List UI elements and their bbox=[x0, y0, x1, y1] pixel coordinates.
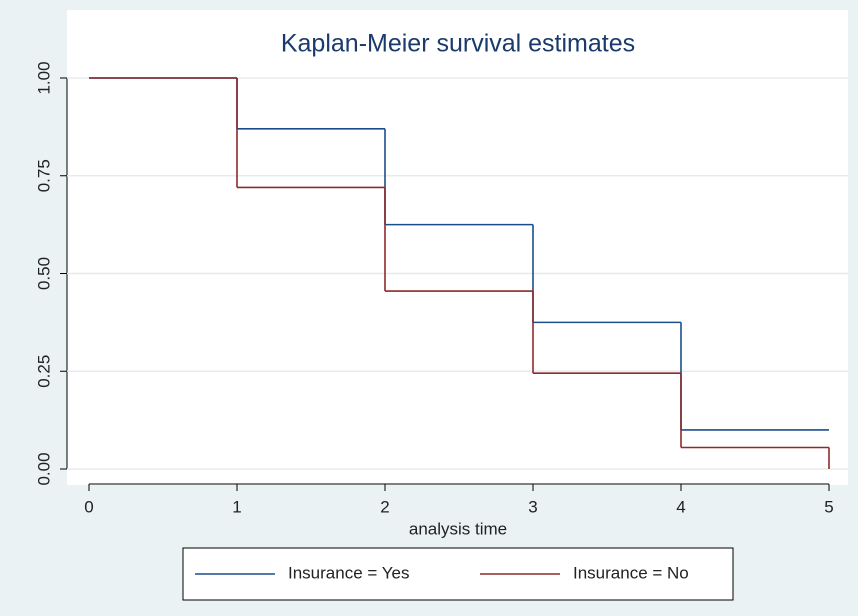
chart-title: Kaplan-Meier survival estimates bbox=[281, 30, 635, 58]
plot-area bbox=[67, 10, 848, 485]
y-tick-label: 0.50 bbox=[34, 257, 53, 290]
y-tick-label: 0.75 bbox=[34, 159, 53, 192]
x-axis-label: analysis time bbox=[409, 519, 507, 538]
x-tick-label: 4 bbox=[676, 497, 685, 516]
x-tick-label: 1 bbox=[232, 497, 241, 516]
x-tick-label: 2 bbox=[380, 497, 389, 516]
legend-label: Insurance = Yes bbox=[288, 563, 409, 582]
x-tick-label: 3 bbox=[528, 497, 537, 516]
y-tick-label: 0.00 bbox=[34, 452, 53, 485]
legend-label: Insurance = No bbox=[573, 563, 689, 582]
x-tick-label: 5 bbox=[824, 497, 833, 516]
y-tick-label: 1.00 bbox=[34, 61, 53, 94]
y-tick-label: 0.25 bbox=[34, 355, 53, 388]
x-tick-label: 0 bbox=[84, 497, 93, 516]
